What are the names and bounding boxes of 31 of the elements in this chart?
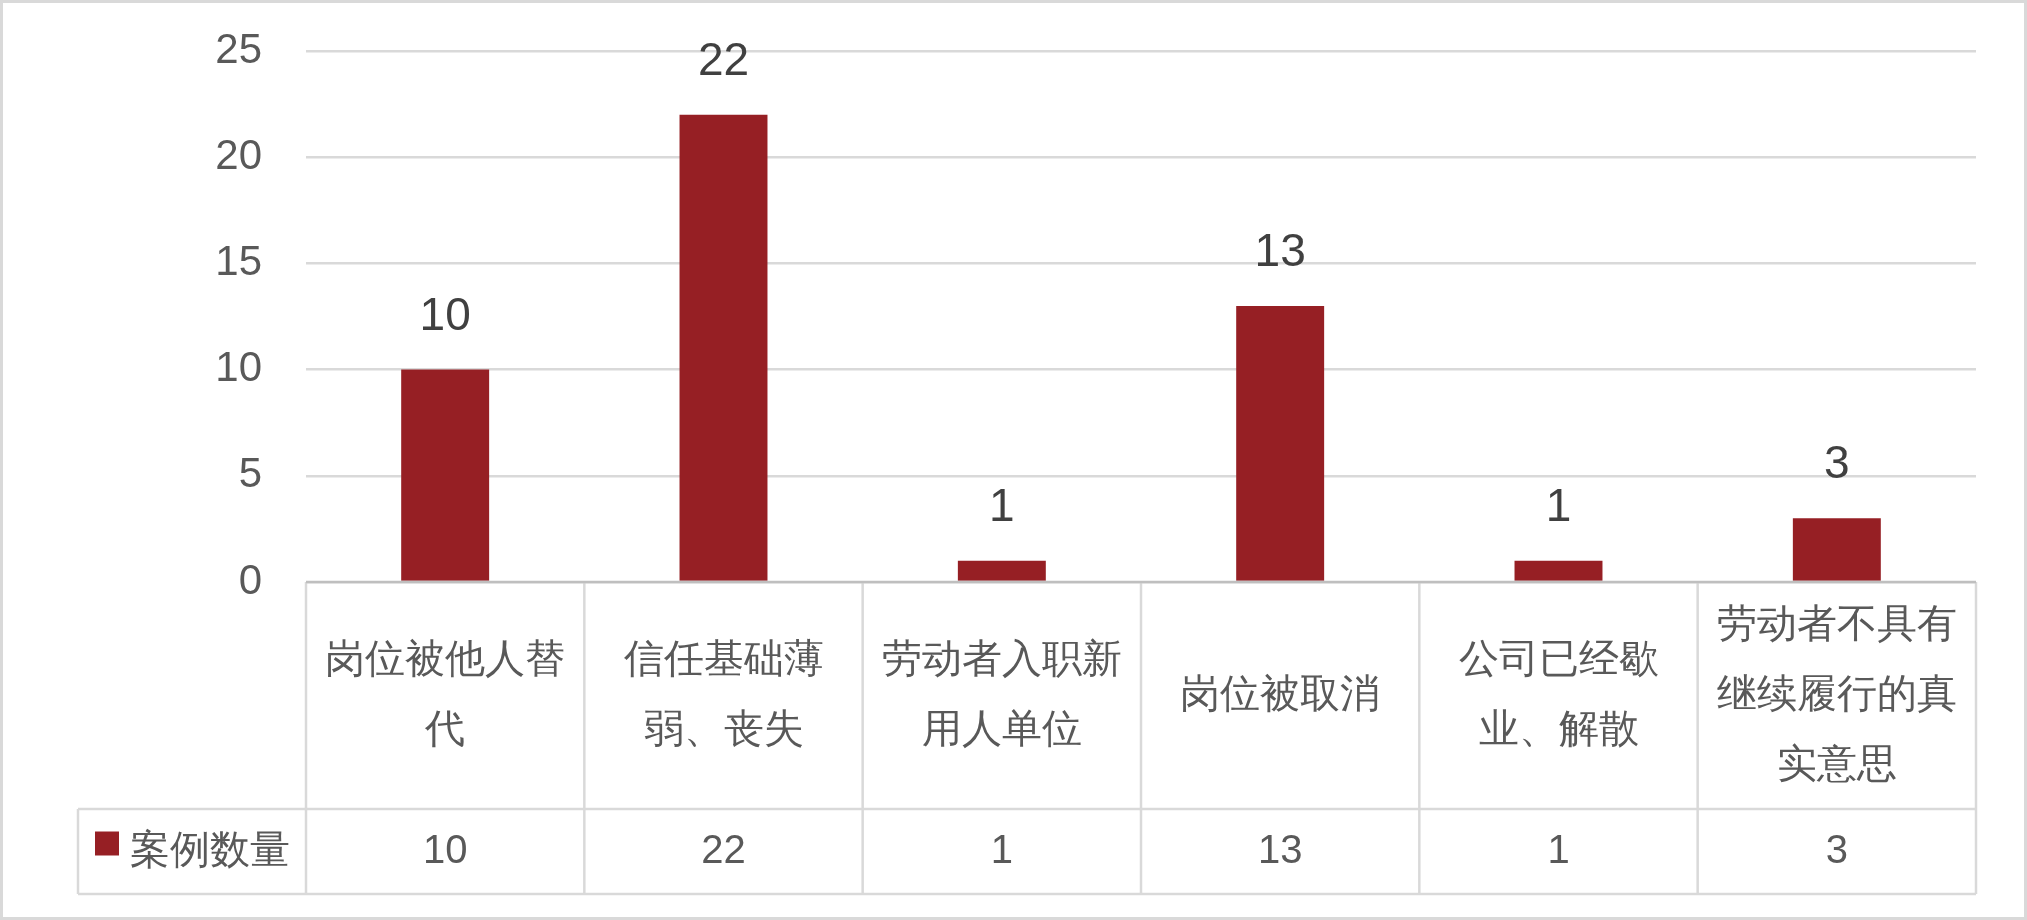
x-tick-label: 岗位被取消	[1180, 670, 1381, 715]
data-label: 1	[1547, 826, 1570, 871]
y-tick-label: 0	[238, 555, 262, 603]
x-tick-label: 劳动者入职新用人单位	[881, 635, 1122, 750]
legend-label: 案例数量	[130, 826, 290, 871]
bar	[1236, 305, 1325, 581]
y-tick-label: 5	[238, 449, 262, 497]
y-tick-label: 15	[215, 236, 262, 284]
bar	[1792, 518, 1881, 581]
annotation: 13	[1254, 223, 1306, 276]
x-tick-label: 公司已经歇业、解散	[1458, 635, 1659, 750]
bar	[401, 369, 490, 581]
y-tick-label: 10	[215, 343, 262, 391]
data-label: 3	[1825, 826, 1848, 871]
annotation: 3	[1824, 436, 1850, 489]
data-label: 22	[701, 826, 746, 871]
annotation: 1	[1545, 478, 1572, 531]
data-label: 10	[422, 826, 468, 871]
bar	[957, 560, 1046, 581]
y-tick-label: 25	[215, 24, 262, 72]
data-label: 13	[1257, 826, 1303, 871]
x-tick-label: 劳动者不具有继续履行的真实意思	[1716, 600, 1957, 785]
annotation: 22	[697, 32, 750, 85]
y-tick-label: 20	[215, 130, 262, 178]
annotation: 10	[419, 287, 471, 340]
x-tick-label: 岗位被他人替代	[325, 635, 566, 750]
bar	[679, 114, 768, 581]
bar	[1514, 560, 1603, 581]
x-tick-label: 信任基础薄弱、丧失	[623, 635, 824, 750]
annotation: 1	[989, 478, 1015, 531]
data-label: 1	[990, 826, 1013, 871]
